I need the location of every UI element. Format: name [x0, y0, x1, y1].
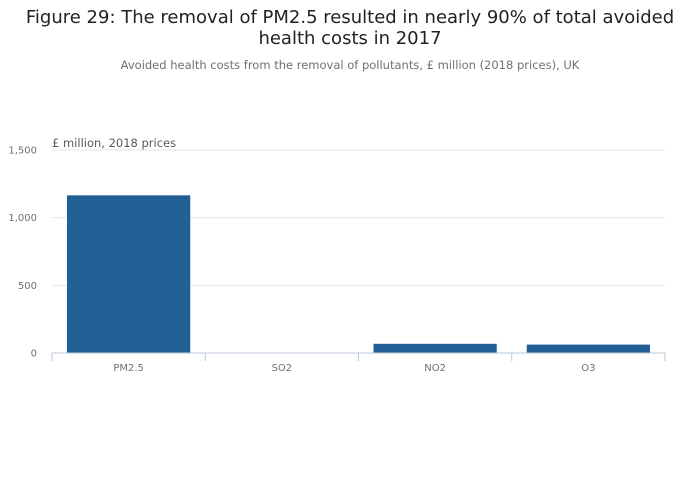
x-tick-label: PM2.5: [113, 363, 144, 374]
x-tick-label: SO2: [272, 363, 293, 374]
y-tick-label: 1,000: [8, 213, 37, 224]
chart-title: Figure 29: The removal of PM2.5 resulted…: [25, 7, 675, 49]
y-tick-label: 1,500: [8, 146, 37, 157]
bar-pm25[interactable]: [67, 195, 191, 353]
chart-subtitle: Avoided health costs from the removal of…: [120, 58, 580, 72]
y-tick-label: 0: [31, 349, 37, 360]
y-tick-label: 500: [18, 281, 37, 292]
y-unit-label: £ million, 2018 prices: [52, 136, 176, 150]
bar-o3[interactable]: [526, 344, 650, 353]
x-tick-label: NO2: [424, 363, 446, 374]
bar-no2[interactable]: [373, 343, 497, 353]
x-tick-label: O3: [581, 363, 595, 374]
